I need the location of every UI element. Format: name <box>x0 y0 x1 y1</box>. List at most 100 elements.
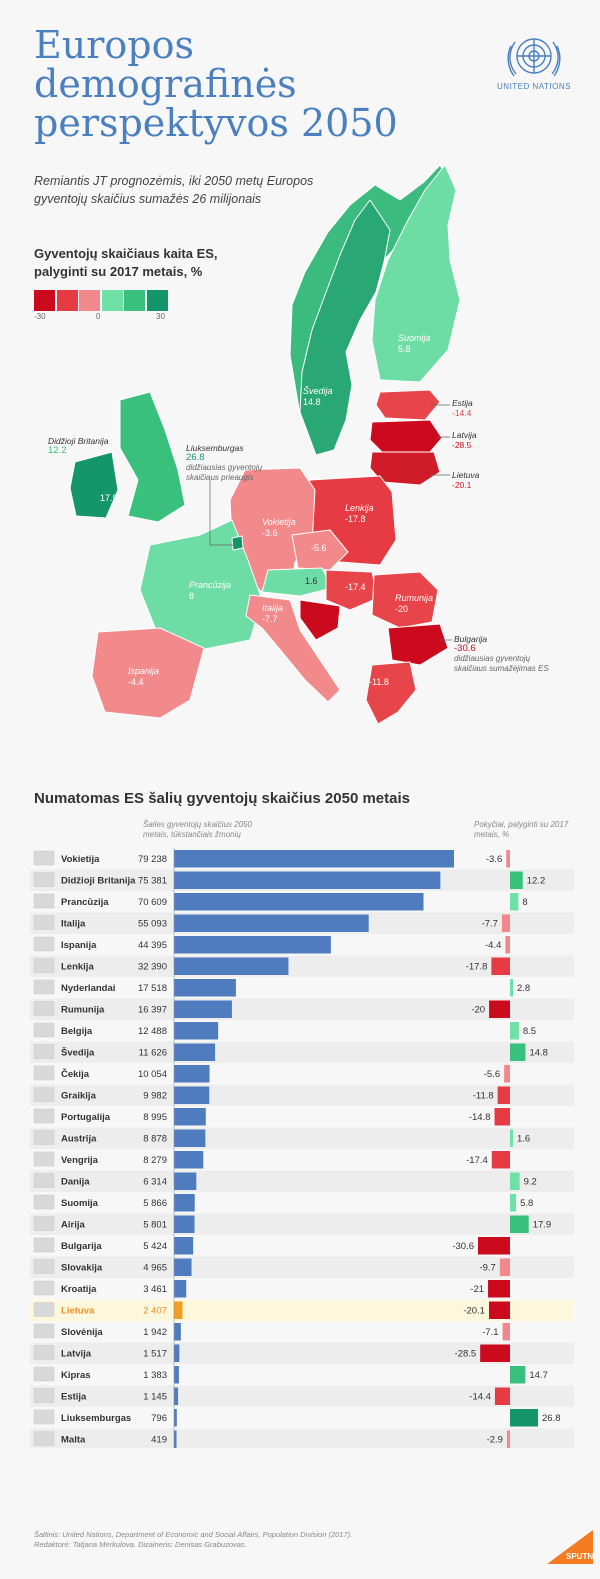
change-bar <box>510 1172 520 1190</box>
population-bar <box>174 850 454 868</box>
population-bar <box>174 1430 177 1448</box>
flag-icon <box>33 936 55 952</box>
population-bar <box>174 1086 210 1104</box>
population-bar <box>174 1043 216 1061</box>
change-bar <box>502 1323 510 1341</box>
flag-icon <box>33 1022 55 1038</box>
population-label: 17 518 <box>138 983 167 994</box>
change-bar <box>488 1280 510 1298</box>
population-bar <box>174 1323 181 1341</box>
population-label: 8 279 <box>143 1155 167 1166</box>
population-label: 1 145 <box>143 1392 167 1403</box>
map-label-sweden: Švedija 14.8 <box>303 386 333 407</box>
population-label: 1 517 <box>143 1349 167 1360</box>
change-bar <box>491 957 510 975</box>
population-label: 1 383 <box>143 1370 167 1381</box>
change-label: -20.1 <box>463 1306 485 1317</box>
flag-icon <box>33 1173 55 1188</box>
change-label: -17.8 <box>466 962 488 973</box>
map-label-spain: Ispanija -4.4 <box>128 666 160 687</box>
flag-icon <box>33 958 55 973</box>
flag-icon <box>33 1366 55 1382</box>
row-stripe <box>30 1127 574 1149</box>
population-label: 8 995 <box>143 1112 167 1123</box>
map-label-finland: Suomija 5.8 <box>398 333 431 354</box>
change-bar <box>506 850 510 868</box>
change-bar <box>499 1258 510 1276</box>
flag-icon <box>33 1108 55 1124</box>
country-label: Austrija <box>61 1134 97 1145</box>
map-label-luxembourg: Liuksemburgas 26.8 didžiausias gyventojų… <box>186 443 263 482</box>
country-label: Nyderlandai <box>61 983 115 994</box>
change-bar <box>506 1430 510 1448</box>
change-label: -3.6 <box>486 854 502 865</box>
flag-icon <box>33 1280 55 1296</box>
population-label: 11 626 <box>139 1048 167 1059</box>
flag-icon <box>33 1345 55 1360</box>
change-bar <box>478 1237 510 1255</box>
flag-icon <box>33 1259 55 1274</box>
population-bar <box>174 1280 187 1298</box>
map-label-latvia: Latvija -28.5 <box>452 430 477 450</box>
map-label-poland: Lenkija -17.8 <box>345 503 374 524</box>
country-label: Malta <box>61 1435 86 1446</box>
change-label: 14.8 <box>529 1048 548 1059</box>
legend-swatch <box>101 290 123 311</box>
change-label: -20 <box>471 1005 485 1016</box>
population-label: 9 982 <box>143 1091 167 1102</box>
flag-icon <box>33 1388 55 1403</box>
change-bar <box>510 1022 519 1040</box>
change-label: 17.9 <box>533 1220 552 1231</box>
country-label: Slovėnija <box>61 1327 103 1338</box>
change-label: -17.4 <box>466 1155 488 1166</box>
change-label: -14.8 <box>469 1112 491 1123</box>
country-label: Didžioji Britanija <box>61 876 136 887</box>
population-bar <box>174 914 369 932</box>
change-label: -5.6 <box>484 1069 500 1080</box>
population-label: 55 093 <box>138 919 167 930</box>
row-stripe <box>30 1213 574 1235</box>
change-label: 26.8 <box>542 1413 561 1424</box>
change-label: -30.6 <box>452 1241 474 1252</box>
change-bar <box>510 1409 539 1427</box>
population-bar <box>174 1108 206 1126</box>
population-label: 796 <box>151 1413 167 1424</box>
population-bar <box>174 1065 210 1083</box>
population-bar <box>174 1172 197 1190</box>
sputnik-logo: SPUTNIK <box>547 1530 595 1564</box>
change-label: 8 <box>522 897 527 908</box>
change-bar <box>505 936 510 954</box>
subtitle: Remiantis JT prognozėmis, iki 2050 metų … <box>34 174 314 206</box>
country-label: Ispanija <box>61 940 97 951</box>
map-region-uk <box>119 391 186 523</box>
change-bar <box>510 893 519 911</box>
country-label: Estija <box>61 1392 87 1403</box>
flag-icon <box>33 1065 55 1081</box>
population-label: 5 424 <box>143 1241 167 1252</box>
country-label: Bulgarija <box>61 1241 102 1252</box>
country-label: Portugalija <box>61 1112 111 1123</box>
legend-swatches <box>34 290 169 311</box>
legend-title: Gyventojų skaičiaus kaita ES, palyginti … <box>34 246 218 279</box>
change-label: -21 <box>470 1284 484 1295</box>
change-bar <box>488 1301 510 1319</box>
country-label: Vengrija <box>61 1155 99 1166</box>
population-label: 1 942 <box>143 1327 167 1338</box>
population-bar-chart: Vokietija 79 238 -3.6 Didžioji Britanija 75 … <box>30 848 574 1448</box>
flag-icon <box>33 872 55 887</box>
country-label: Švedija <box>61 1047 95 1059</box>
flag-icon <box>33 1431 55 1446</box>
change-label: -7.1 <box>482 1327 498 1338</box>
country-label: Čekija <box>61 1068 90 1080</box>
flag-icon <box>33 1130 55 1145</box>
map-label-greece: -11.8 <box>369 677 389 687</box>
change-label: -14.4 <box>469 1392 491 1403</box>
bar-section-title: Numatomas ES šalių gyventojų skaičius 20… <box>34 790 410 807</box>
credits-note: Redaktorė: Tatjana Merkulova. Dizaineris… <box>34 1540 247 1549</box>
population-bar <box>174 871 441 889</box>
flag-icon <box>33 1409 55 1425</box>
flag-icon <box>33 1302 55 1317</box>
sputnik-brand: SPUTNIK <box>566 1552 595 1561</box>
legend-min: -30 <box>34 312 46 321</box>
map-region-greece <box>365 661 417 725</box>
